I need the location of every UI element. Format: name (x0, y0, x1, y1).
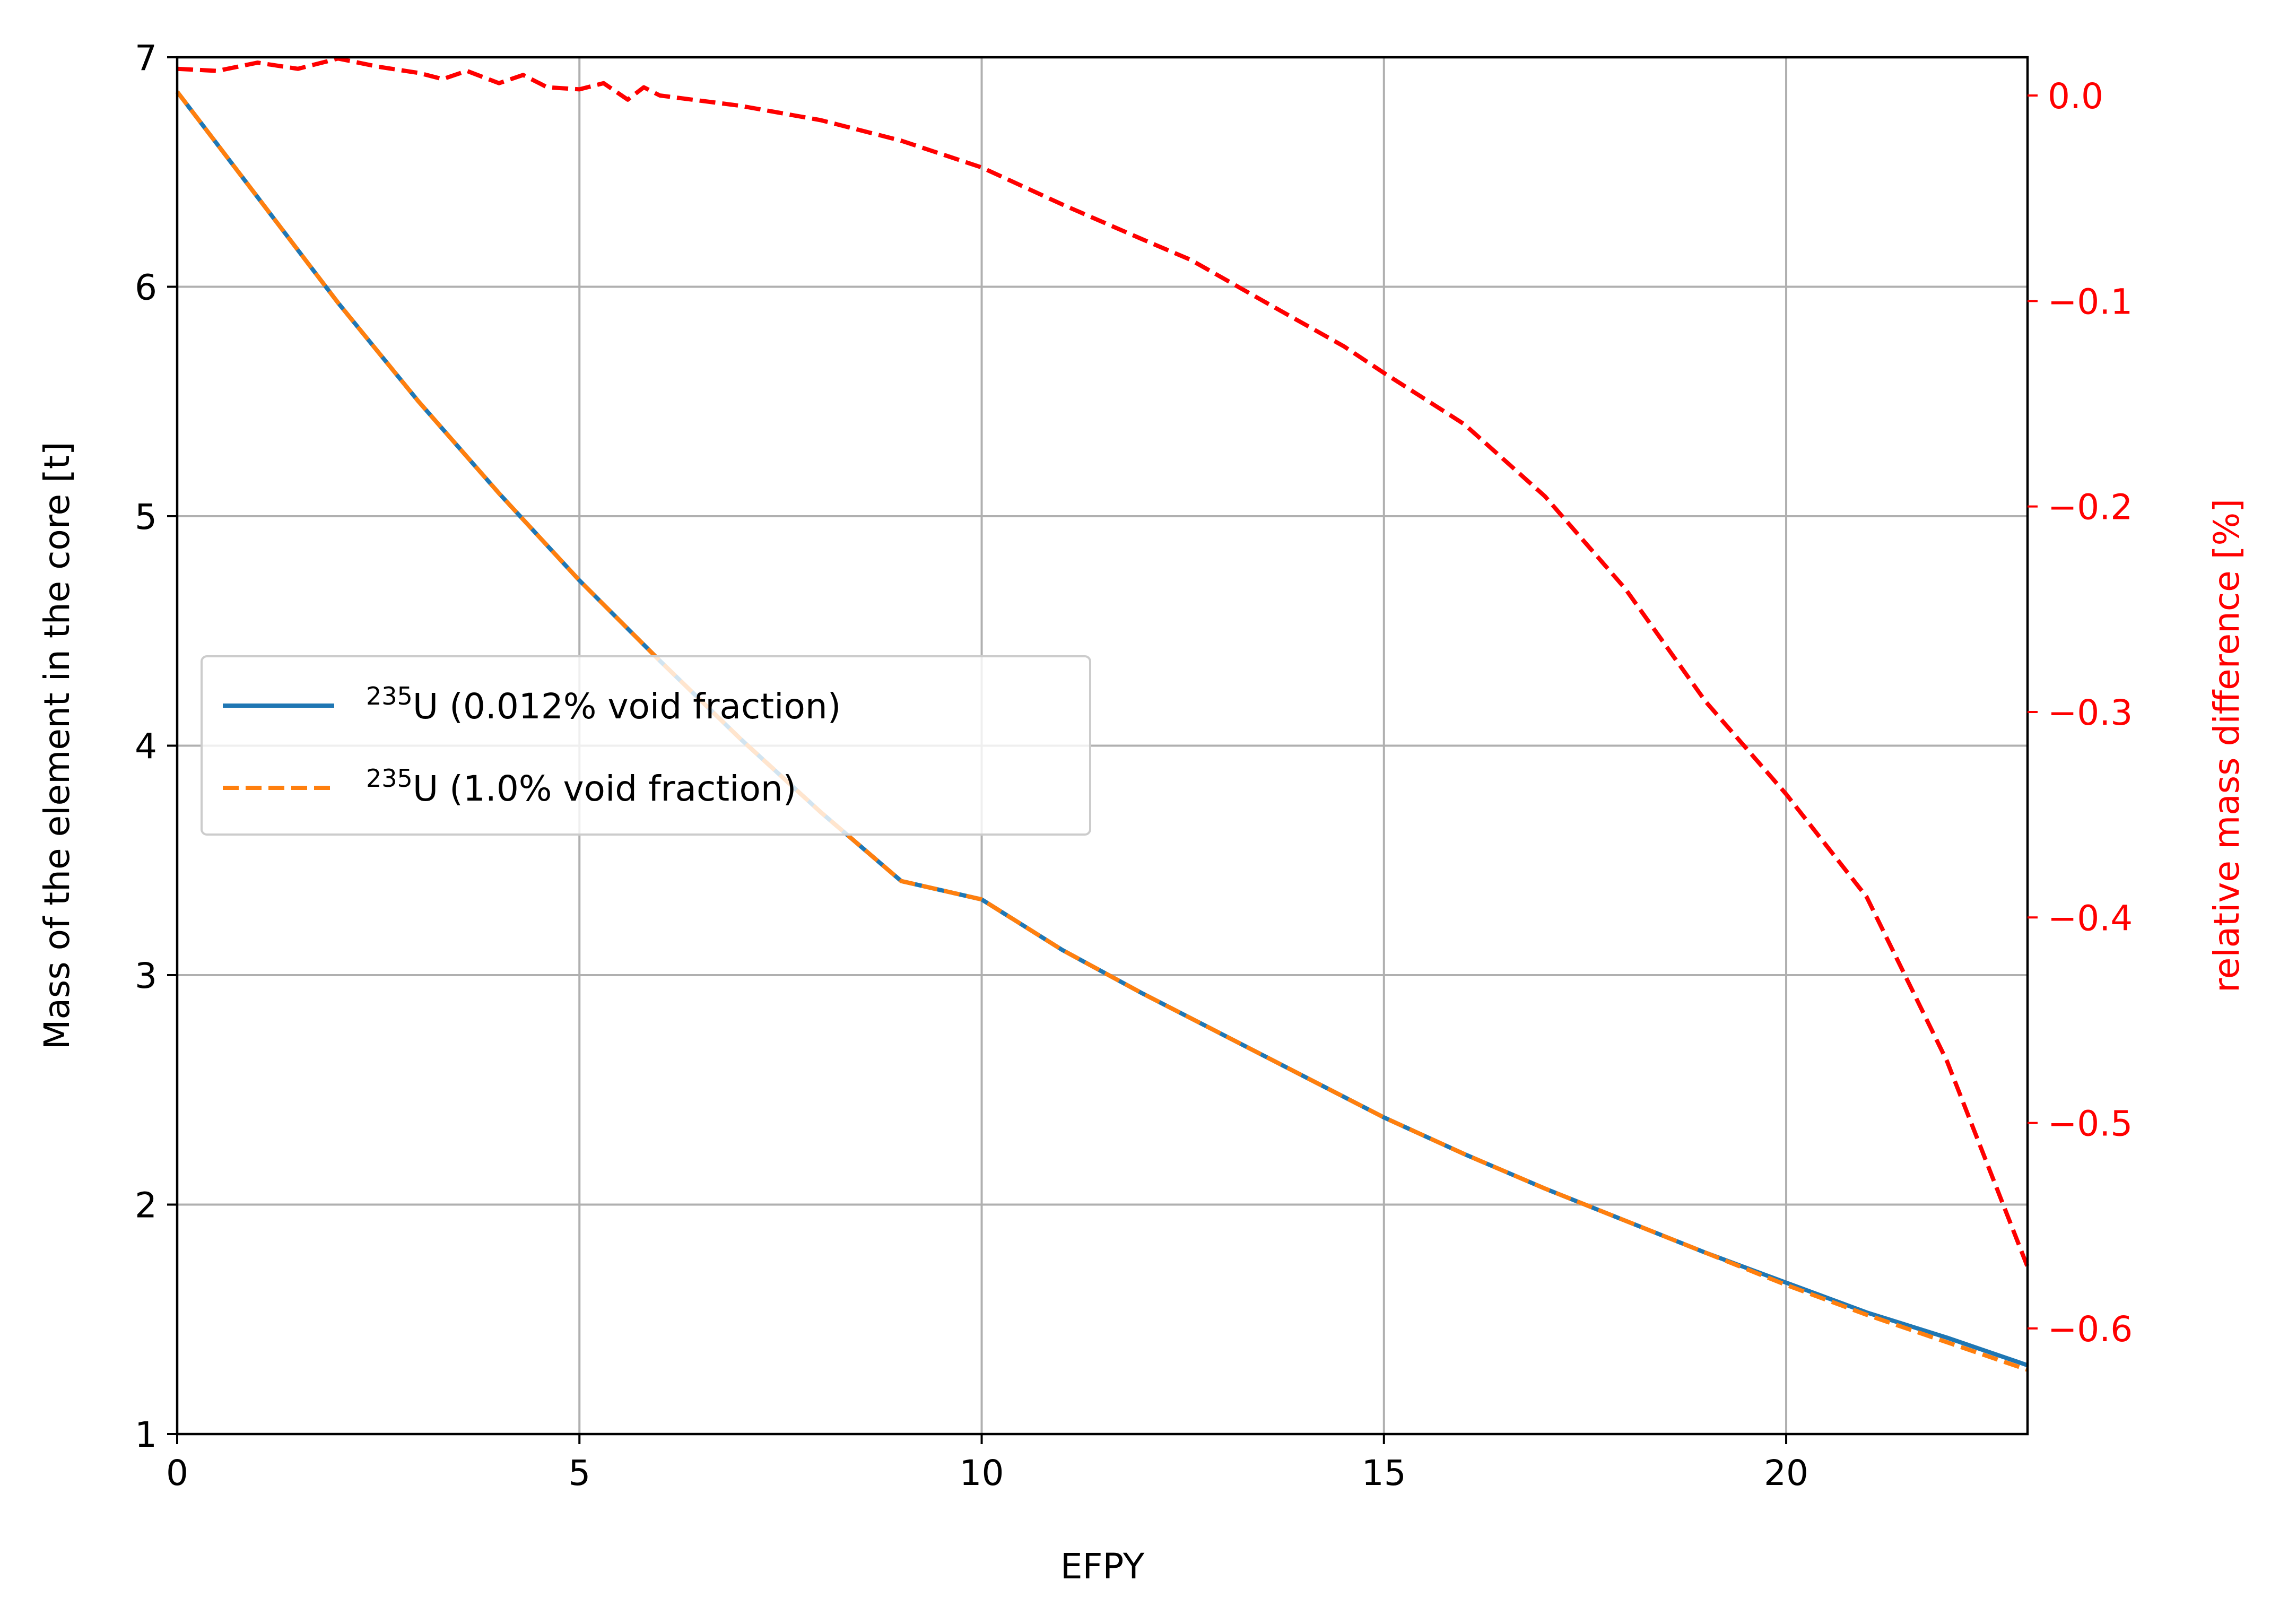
y-axis-ticks: 1 2 3 4 5 6 7 (135, 38, 177, 1455)
y-tick-label: 2 (135, 1185, 157, 1226)
y-tick-label: 6 (135, 267, 157, 308)
legend-entry-label: U (1.0% void fraction) (413, 768, 797, 809)
x-tick-label: 5 (568, 1453, 590, 1493)
y2-tick-label: −0.2 (2048, 487, 2133, 528)
y2-tick-label: −0.4 (2048, 898, 2133, 939)
y2-tick-label: −0.3 (2048, 692, 2133, 733)
series-line-relative-difference (177, 56, 2030, 1268)
legend-entry-superscript: 235 (366, 682, 413, 710)
x-tick-label: 15 (1362, 1453, 1406, 1493)
legend-entry-series-1: 235U (0.012% void fraction) (366, 682, 841, 727)
x-tick-label: 0 (166, 1453, 188, 1493)
y2-tick-label: 0.0 (2048, 76, 2103, 117)
legend-entry-label: U (0.012% void fraction) (413, 686, 841, 727)
y-axis-label: Mass of the element in the core [t] (37, 442, 77, 1050)
y2-tick-label: −0.6 (2048, 1309, 2133, 1350)
y-tick-label: 7 (135, 38, 157, 79)
x-axis-ticks: 0 5 10 15 20 (166, 1434, 1808, 1493)
y2-tick-label: −0.1 (2048, 281, 2133, 322)
y-tick-label: 1 (135, 1414, 157, 1455)
series-line-void-1.0 (175, 90, 2029, 1372)
y-tick-label: 5 (135, 497, 157, 537)
x-tick-label: 10 (960, 1453, 1004, 1493)
y2-tick-label: −0.5 (2048, 1104, 2133, 1144)
x-tick-label: 20 (1764, 1453, 1808, 1493)
series-layer (175, 56, 2030, 1372)
x-axis-label: EFPY (1060, 1546, 1145, 1587)
y2-axis-label: relative mass difference [%] (2206, 499, 2247, 993)
legend-box (201, 655, 1091, 836)
legend-entry-series-2: 235U (1.0% void fraction) (366, 764, 796, 809)
y2-axis-ticks: 0.0 −0.1 −0.2 −0.3 −0.4 −0.5 −0.6 (2028, 76, 2133, 1350)
y-tick-label: 3 (135, 956, 157, 996)
y-tick-label: 4 (135, 726, 157, 767)
legend: 235U (0.012% void fraction) 235U (1.0% v… (201, 655, 1091, 836)
legend-entry-superscript: 235 (366, 764, 413, 793)
